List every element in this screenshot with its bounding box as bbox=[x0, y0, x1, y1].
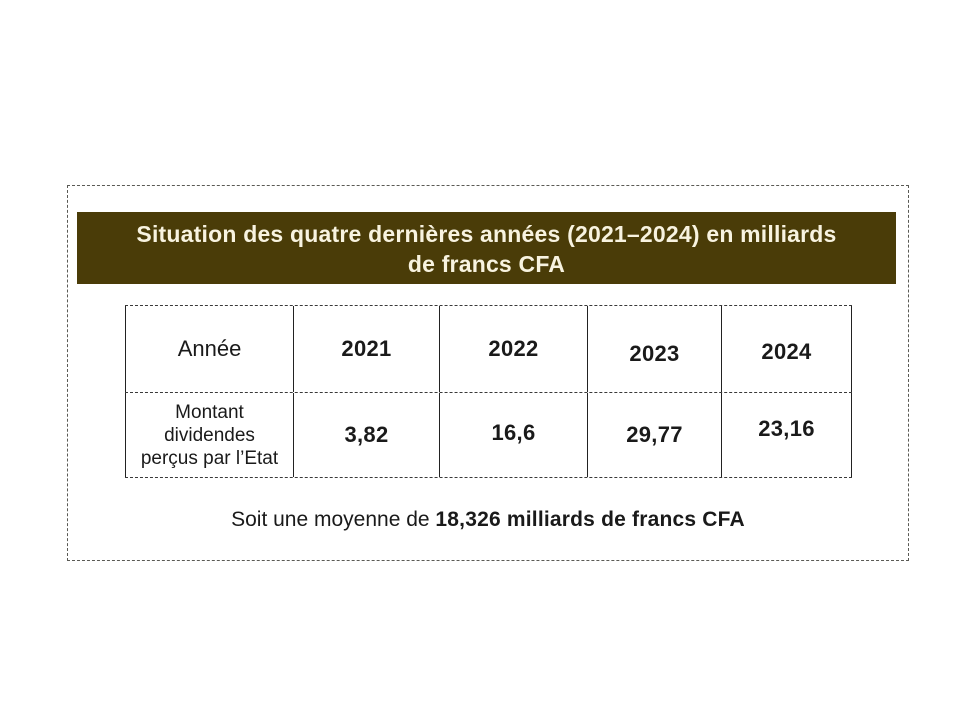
value-cell-2021: 3,82 bbox=[293, 393, 439, 477]
value-cell-2023: 29,77 bbox=[587, 393, 721, 477]
average-note-value: 18,326 milliards de francs CFA bbox=[435, 508, 745, 531]
year-cell-2023: 2023 bbox=[587, 306, 721, 392]
page-title-line-1: Situation des quatre dernières années (2… bbox=[136, 221, 837, 247]
row-label-dividends: Montant dividendes perçus par l’Etat bbox=[125, 393, 293, 477]
average-note-prefix: Soit une moyenne de bbox=[231, 508, 430, 531]
dividends-table: Année 2021 2022 2023 2024 Montant divide… bbox=[125, 305, 852, 478]
value-cell-2022: 16,6 bbox=[439, 393, 587, 477]
year-column-header: Année bbox=[125, 306, 293, 392]
year-cell-2022: 2022 bbox=[439, 306, 587, 392]
table-header-row: Année 2021 2022 2023 2024 bbox=[125, 305, 852, 392]
table-data-row: Montant dividendes perçus par l’Etat 3,8… bbox=[125, 392, 852, 478]
page-title-line-2: de francs CFA bbox=[407, 251, 566, 277]
dashed-frame: Situation des quatre dernières années (2… bbox=[67, 185, 909, 561]
year-cell-2024: 2024 bbox=[721, 306, 852, 392]
average-note: Soit une moyenne de 18,326 milliards de … bbox=[68, 508, 908, 532]
value-cell-2024: 23,16 bbox=[721, 393, 852, 477]
year-cell-2021: 2021 bbox=[293, 306, 439, 392]
title-bar: Situation des quatre dernières années (2… bbox=[77, 212, 896, 284]
